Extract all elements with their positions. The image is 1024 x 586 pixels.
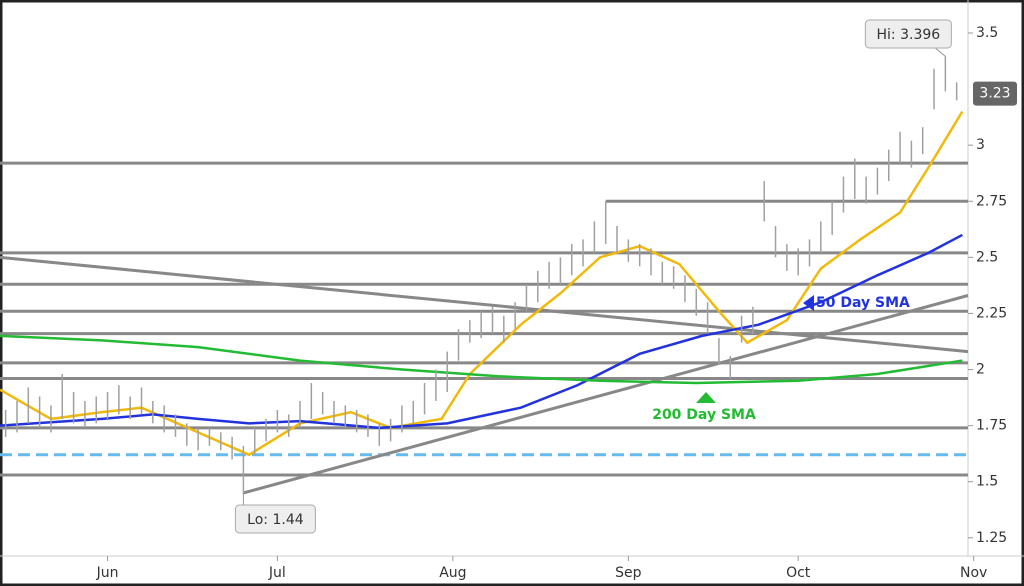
trendline bbox=[243, 294, 969, 495]
y-tick-label: 2.5 bbox=[976, 249, 998, 265]
sma-line bbox=[0, 233, 963, 430]
x-tick-label: Sep bbox=[615, 565, 642, 581]
sma200-arrow bbox=[696, 392, 716, 403]
sma50-arrow bbox=[803, 295, 814, 311]
y-tick-label: 2.25 bbox=[976, 305, 1007, 321]
y-tick-label: 2 bbox=[976, 362, 985, 378]
x-tick-label: Oct bbox=[786, 565, 811, 581]
y-tick-label: 2.75 bbox=[976, 193, 1007, 209]
y-tick-label: 1.5 bbox=[976, 474, 998, 490]
hi-pointer bbox=[935, 47, 946, 57]
hi-label: Hi: 3.396 bbox=[877, 27, 941, 43]
y-tick-label: 3.5 bbox=[976, 25, 998, 41]
sma-line bbox=[0, 110, 964, 457]
sma-line bbox=[0, 334, 963, 385]
x-tick-label: Aug bbox=[439, 565, 466, 581]
y-tick-label: 3 bbox=[976, 137, 985, 153]
x-tick-label: Jul bbox=[268, 565, 286, 581]
hi-box bbox=[864, 19, 952, 49]
sma200-label: 200 Day SMA bbox=[652, 407, 756, 423]
x-tick-label: Nov bbox=[960, 565, 987, 581]
last-price-box bbox=[973, 81, 1017, 106]
y-tick-label: 1.25 bbox=[976, 530, 1007, 546]
y-tick-label: 1.75 bbox=[976, 418, 1007, 434]
lo-box bbox=[234, 504, 316, 534]
sma50-label: 50 Day SMA bbox=[816, 295, 910, 311]
x-tick-label: Jun bbox=[96, 565, 119, 581]
last-price: 3.23 bbox=[979, 86, 1010, 102]
lo-label: Lo: 1.44 bbox=[247, 512, 304, 528]
trendline bbox=[0, 255, 969, 354]
